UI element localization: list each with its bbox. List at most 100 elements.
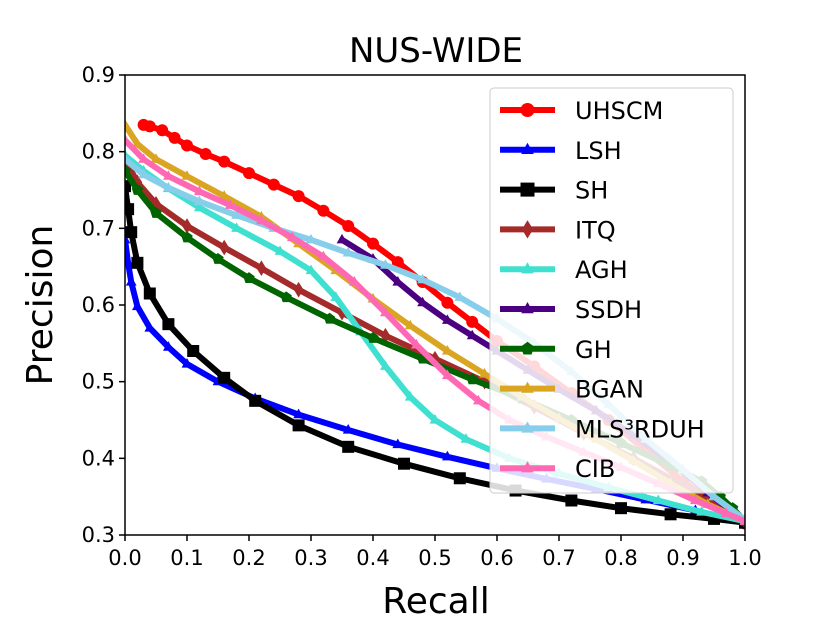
- x-tick-label: 0.1: [170, 546, 203, 570]
- data-point-lsh: [181, 358, 193, 368]
- data-point-uhscm: [168, 131, 181, 144]
- data-point-sh: [249, 394, 262, 407]
- data-point-gh: [243, 272, 255, 284]
- data-point-lsh: [442, 450, 453, 461]
- data-point-agh: [305, 264, 317, 275]
- data-point-sh: [453, 472, 466, 485]
- data-point-bgan: [181, 170, 193, 180]
- data-point-sh: [398, 457, 410, 470]
- data-point-cib: [318, 250, 329, 261]
- data-point-mls-rduh: [163, 181, 174, 192]
- data-point-lsh: [125, 276, 137, 286]
- data-point-mls-rduh: [417, 273, 428, 284]
- data-point-lsh: [293, 408, 304, 419]
- x-tick-label: 0.3: [294, 546, 327, 570]
- data-point-gh: [131, 184, 144, 195]
- data-point-agh: [380, 360, 391, 370]
- data-point-ssdh: [442, 314, 453, 324]
- data-point-uhscm: [218, 155, 231, 168]
- legend-marker-ssdh: [521, 302, 534, 314]
- ticks-layer: 0.0 0.1 0.2 0.3 0.4 0.5 0.6 0.7 0.8 0.9 1.0 0.3 0.4 0…: [82, 63, 762, 570]
- data-point-uhscm: [199, 147, 212, 160]
- legend-label-sh: SH: [575, 177, 608, 205]
- data-point-cib: [690, 494, 701, 505]
- data-point-cib: [125, 134, 131, 144]
- legend-marker-sh: [520, 182, 535, 197]
- data-point-sh: [125, 226, 138, 239]
- data-point-sh: [664, 508, 677, 521]
- data-point-itq: [293, 281, 304, 298]
- legend-label-itq: ITQ: [575, 216, 616, 244]
- data-point-gh: [125, 164, 131, 176]
- data-point-gh: [181, 231, 193, 243]
- data-point-gh: [367, 331, 379, 343]
- data-point-sh: [565, 494, 578, 507]
- data-point-sh: [292, 419, 305, 432]
- data-point-lsh: [342, 423, 354, 434]
- data-point-uhscm: [441, 296, 454, 309]
- data-point-gh: [466, 373, 478, 385]
- data-point-agh: [404, 391, 416, 401]
- data-point-agh: [274, 245, 286, 255]
- data-point-mls-rduh: [454, 291, 466, 301]
- data-point-uhscm: [367, 237, 379, 250]
- data-point-cib: [349, 276, 360, 286]
- data-point-uhscm: [342, 220, 355, 233]
- x-tick-label: 0.4: [356, 546, 389, 570]
- data-point-mls-rduh: [708, 490, 720, 501]
- data-point-mls-rduh: [305, 233, 317, 244]
- data-point-cib: [473, 394, 484, 405]
- data-point-gh: [280, 291, 292, 303]
- data-point-mls-rduh: [231, 209, 242, 219]
- data-point-gh: [323, 312, 336, 324]
- data-point-sh: [162, 318, 175, 331]
- x-tick-label: 0.6: [480, 546, 513, 570]
- data-point-sh: [125, 180, 131, 193]
- data-point-ssdh: [336, 233, 348, 244]
- x-axis-title: Recall: [382, 581, 489, 622]
- data-point-cib: [739, 515, 745, 525]
- data-point-sh: [187, 345, 200, 357]
- x-tick-label: 0.9: [666, 546, 699, 570]
- legend-label-bgan: BGAN: [575, 376, 644, 404]
- data-point-gh: [212, 253, 224, 264]
- data-point-gh: [150, 207, 162, 218]
- data-point-cib: [194, 185, 205, 196]
- legend-marker-itq: [521, 220, 534, 239]
- data-point-cib: [163, 170, 174, 180]
- data-point-sh: [131, 256, 144, 269]
- data-point-itq: [380, 327, 391, 344]
- data-point-itq: [182, 218, 192, 234]
- data-point-mls-rduh: [138, 168, 149, 179]
- legend-marker-cib: [521, 461, 534, 473]
- y-tick-label: 0.4: [82, 446, 115, 470]
- data-point-cib: [225, 199, 236, 209]
- x-tick-label: 0.8: [604, 546, 637, 570]
- x-tick-label: 1.0: [728, 546, 761, 570]
- data-point-ssdh: [466, 329, 478, 340]
- data-point-lsh: [392, 438, 404, 449]
- data-point-itq: [132, 174, 143, 191]
- data-point-agh: [429, 414, 441, 424]
- data-point-uhscm: [181, 139, 193, 152]
- x-tick-label: 0.7: [542, 546, 575, 570]
- y-tick-label: 0.8: [82, 140, 115, 164]
- data-point-mls-rduh: [342, 246, 354, 257]
- legend-label-mls-rduh: MLS³RDUH: [575, 415, 705, 443]
- data-point-ssdh: [392, 276, 404, 286]
- legend-marker-agh: [521, 262, 534, 274]
- data-point-bgan: [479, 368, 490, 378]
- data-point-bgan: [442, 345, 453, 355]
- data-point-uhscm: [267, 178, 280, 191]
- data-point-agh: [696, 506, 707, 516]
- x-tick-label: 0.2: [232, 546, 265, 570]
- data-point-cib: [256, 214, 267, 225]
- y-tick-label: 0.6: [82, 293, 115, 317]
- data-point-bgan: [125, 118, 131, 129]
- data-point-lsh: [144, 322, 156, 332]
- series-sh: [125, 180, 745, 529]
- data-point-cib: [287, 231, 298, 242]
- legend-label-uhscm: UHSCM: [575, 97, 663, 125]
- data-point-sh: [143, 287, 156, 300]
- data-point-uhscm: [156, 124, 169, 137]
